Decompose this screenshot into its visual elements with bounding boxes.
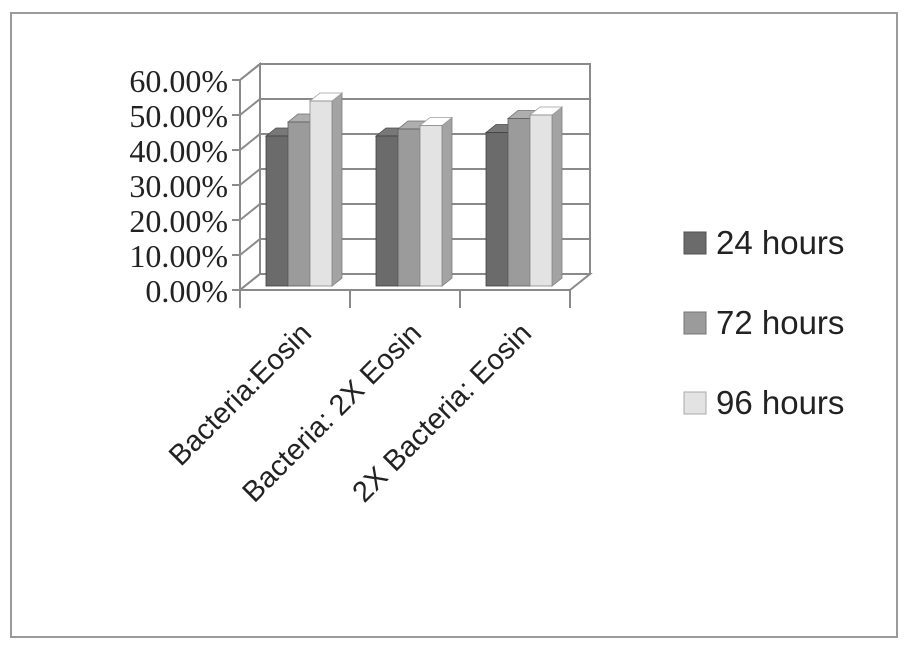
bar-front [397, 128, 421, 287]
gridline [239, 98, 590, 116]
bar-front [309, 100, 333, 287]
legend-label: 72 hours [716, 304, 844, 341]
gridline [239, 133, 590, 151]
bar-side [441, 116, 453, 287]
legend-item: 72 hours [683, 304, 844, 341]
bar-side [551, 106, 563, 287]
gridline [239, 238, 590, 256]
bar-front [419, 125, 443, 287]
legend-label: 24 hours [716, 224, 844, 261]
bar-front [529, 114, 553, 287]
legend-item: 24 hours [683, 224, 844, 261]
y-tick-label: 20.00% [129, 203, 228, 239]
y-axis-ticks: 0.00%10.00%20.00%30.00%40.00%50.00%60.00… [129, 63, 228, 309]
bar [308, 92, 344, 287]
y-tick-label: 60.00% [129, 63, 228, 99]
bar-front [265, 135, 289, 287]
y-tick-label: 50.00% [129, 98, 228, 134]
bar [418, 116, 454, 287]
legend-label: 96 hours [716, 384, 844, 421]
gridline [239, 168, 590, 186]
y-tick-label: 10.00% [129, 238, 228, 274]
legend-swatch [683, 311, 707, 335]
y-tick-label: 40.00% [129, 133, 228, 169]
bar-front [375, 135, 399, 287]
bar-front [507, 118, 531, 287]
bar [528, 106, 564, 287]
legend-item: 96 hours [683, 384, 844, 421]
bars [264, 92, 564, 287]
legend-swatch [683, 391, 707, 415]
y-tick-label: 0.00% [145, 273, 228, 309]
bar-front [287, 121, 311, 287]
gridlines [232, 63, 590, 291]
gridline [239, 63, 590, 81]
bar-side [331, 92, 343, 287]
legend-swatch [683, 231, 707, 255]
bar-front [485, 132, 509, 287]
gridline [239, 203, 590, 221]
legend: 24 hours 72 hours 96 hours [683, 224, 844, 421]
y-tick-label: 30.00% [129, 168, 228, 204]
